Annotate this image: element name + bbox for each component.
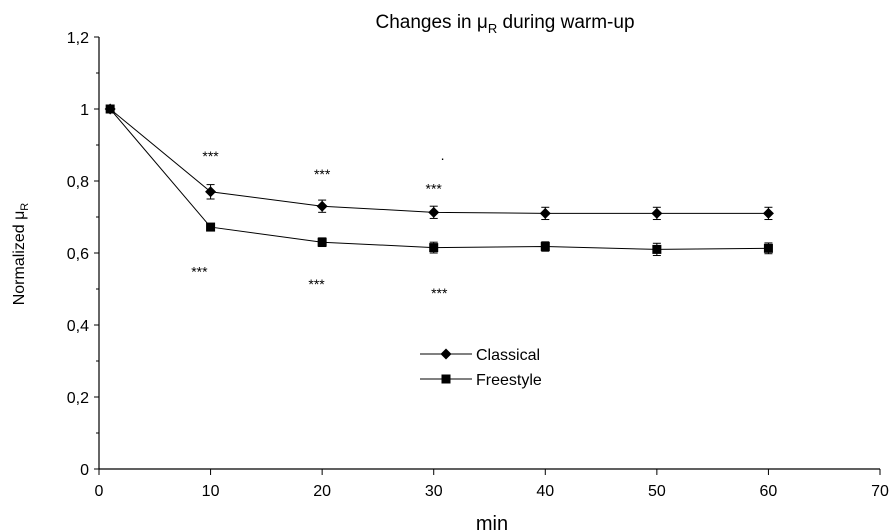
- y-tick-label: 1,2: [67, 30, 89, 47]
- legend-marker: [441, 374, 451, 384]
- freestyle-point: [429, 243, 439, 253]
- freestyle-point: [105, 104, 115, 114]
- significance-annotation: ***: [308, 276, 325, 292]
- freestyle-point: [763, 243, 773, 253]
- significance-annotation: ***: [191, 263, 208, 279]
- series-classical: [104, 103, 774, 221]
- legend-marker: [440, 348, 452, 360]
- classical-point: [205, 186, 217, 198]
- series-freestyle: [105, 104, 773, 257]
- x-tick-label: 50: [648, 483, 666, 500]
- x-tick-label: 40: [536, 483, 554, 500]
- freestyle-point: [652, 244, 662, 254]
- classical-point: [762, 207, 774, 219]
- classical-point: [539, 207, 551, 219]
- classical-point: [316, 200, 328, 212]
- y-ticks: 0 0,2 0,4 0,6 0,8 1 1,2: [67, 30, 99, 479]
- y-tick-label: 0: [80, 462, 89, 479]
- series-layer: [104, 103, 774, 257]
- significance-annotation: ·: [440, 150, 445, 166]
- classical-point: [651, 207, 663, 219]
- significance-annotation: ***: [314, 166, 331, 182]
- legend-label: Freestyle: [476, 372, 542, 389]
- y-tick-label: 1: [80, 102, 89, 119]
- x-tick-label: 0: [95, 483, 104, 500]
- significance-annotation: ***: [202, 148, 219, 164]
- y-tick-label: 0,4: [67, 318, 89, 335]
- freestyle-point: [540, 242, 550, 252]
- x-tick-label: 30: [425, 483, 443, 500]
- y-axis-label: Normalized μR: [11, 203, 31, 306]
- x-tick-label: 10: [202, 483, 220, 500]
- freestyle-point: [317, 237, 327, 247]
- x-ticks: 0 10 20 30 40 50 60 70: [95, 469, 889, 500]
- classical-point: [428, 206, 440, 218]
- freestyle-point: [206, 222, 216, 232]
- y-tick-label: 0,6: [67, 246, 89, 263]
- x-tick-label: 20: [313, 483, 331, 500]
- x-tick-label: 60: [760, 483, 778, 500]
- legend-label: Classical: [476, 347, 540, 364]
- legend: Classical Freestyle: [420, 347, 542, 389]
- x-tick-label: 70: [871, 483, 889, 500]
- y-tick-label: 0,2: [67, 390, 89, 407]
- significance-annotation: ***: [431, 285, 448, 301]
- y-tick-label: 0,8: [67, 174, 89, 191]
- significance-annotation: ***: [426, 181, 443, 197]
- chart-title: Changes in μR during warm-up: [375, 12, 634, 36]
- annotation-layer: *** *** *** · *** *** ***: [191, 148, 448, 301]
- x-axis-label: min: [476, 513, 508, 532]
